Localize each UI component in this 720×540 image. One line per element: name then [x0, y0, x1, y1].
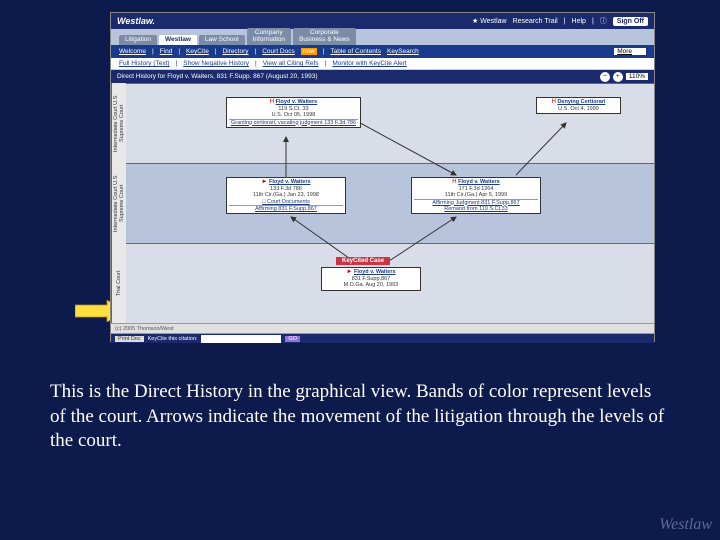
linkbar: Full History (Text)| Show Negative Histo…: [111, 58, 654, 70]
title-row: Direct History for Floyd v. Waiters, 831…: [111, 70, 654, 83]
keycited-label: KeyCited Case: [336, 257, 390, 265]
tab-company[interactable]: Company Information: [247, 28, 292, 45]
flag-icon: ►: [261, 179, 267, 185]
link-citing[interactable]: View all Citing Refs: [263, 60, 319, 67]
keycite-input[interactable]: [201, 335, 281, 343]
chart-area: Intermediate Court U.S. Supreme Court In…: [111, 83, 654, 323]
case-title: Denying Certiorari: [557, 99, 605, 105]
research-trail-link[interactable]: Research Trail: [513, 18, 558, 25]
keycite-label: KeyCite this citation:: [148, 336, 198, 342]
case-meta: M.D.Ga. Aug 20, 1993: [324, 282, 418, 288]
more-select[interactable]: More: [614, 48, 646, 55]
case-title: Floyd v. Waiters: [354, 269, 396, 275]
case-extra2: Remand from 119 S.Ct.33: [414, 206, 538, 212]
flag-icon: H: [552, 99, 556, 105]
subnav-directory[interactable]: Directory: [223, 48, 249, 55]
zoom-out-button[interactable]: −: [600, 72, 610, 82]
case-extra1: Affirming Judgment 831 F.Supp.867: [414, 199, 538, 206]
subnav-courtdocs[interactable]: Court Docs: [262, 48, 295, 55]
footer-keycite: Print Doc KeyCite this citation: GO: [111, 333, 654, 343]
tab-lawschool[interactable]: Law School: [199, 35, 245, 46]
case-inter-1998[interactable]: ► Floyd v. Waiters 133 F.3d 786 11th Cir…: [226, 177, 346, 214]
link-alert[interactable]: Monitor with KeyCite Alert: [332, 60, 406, 67]
flag-icon: H: [270, 99, 274, 105]
slide-caption: This is the Direct History in the graphi…: [50, 380, 670, 454]
case-supreme-grant[interactable]: H Floyd v. Waiters 119 S.Ct. 33 U.S. Oct…: [226, 97, 361, 128]
tab-westlaw[interactable]: Westlaw: [159, 35, 197, 46]
print-doc-link[interactable]: Print Doc: [115, 336, 144, 342]
zoom-controls: − + 110%: [600, 72, 648, 82]
subnav-toc[interactable]: Table of Contents: [330, 48, 381, 55]
link-negative[interactable]: Show Negative History: [183, 60, 249, 67]
subnav-keycite[interactable]: KeyCite: [186, 48, 209, 55]
westlaw-window: Westlaw. ★ Westlaw Research Trail| Help|…: [110, 12, 655, 342]
subnav-find[interactable]: Find: [160, 48, 173, 55]
case-title: Floyd v. Waiters: [458, 179, 500, 185]
case-supreme-deny[interactable]: H Denying Certiorari U.S. Oct 4, 1999: [536, 97, 621, 114]
footer-copyright: (c) 2005 Thomson/West: [111, 323, 654, 333]
tabs-row: Litigation Westlaw Law School Company In…: [111, 29, 654, 45]
case-trial[interactable]: ► Floyd v. Waiters 831 F.Supp.867 M.D.Ga…: [321, 267, 421, 291]
sign-off-button[interactable]: Sign Off: [613, 17, 648, 26]
header-right: ★ Westlaw Research Trail| Help| ⓘ Sign O…: [472, 16, 648, 26]
flag-icon: ►: [346, 269, 352, 275]
subnav: Welcome| Find| KeyCite| Directory| Court…: [111, 45, 654, 58]
logo: Westlaw.: [117, 16, 155, 26]
keycite-go-button[interactable]: GO: [285, 336, 300, 342]
case-inter-1999[interactable]: H Floyd v. Waiters 171 F.3d 1264 11th Ci…: [411, 177, 541, 214]
case-extra: Affirming 831 F.Supp.867: [229, 205, 343, 212]
band-intermediate: [126, 163, 654, 243]
tab-corporate[interactable]: Corporate Business & News: [293, 28, 356, 45]
side-label-inter: Intermediate Court U.S. Supreme Court: [111, 163, 126, 243]
page-title: Direct History for Floyd v. Waiters, 831…: [117, 73, 318, 80]
case-title: Floyd v. Waiters: [276, 99, 318, 105]
corner-logo: Westlaw: [659, 516, 712, 534]
info-icon[interactable]: ⓘ: [600, 16, 607, 26]
header-bar: Westlaw. ★ Westlaw Research Trail| Help|…: [111, 13, 654, 29]
tab-litigation[interactable]: Litigation: [119, 35, 157, 46]
case-extra: Granting certiorari, vacating judgment 1…: [229, 119, 358, 126]
side-label-trial: Trial Court: [111, 243, 126, 323]
header-brand: ★ Westlaw: [472, 17, 507, 25]
help-link[interactable]: Help: [572, 18, 586, 25]
new-badge: new: [301, 48, 317, 55]
zoom-pct: 110%: [626, 73, 648, 80]
zoom-in-button[interactable]: +: [613, 72, 623, 82]
flag-icon: H: [452, 179, 456, 185]
band-supreme: [126, 83, 654, 163]
case-meta: U.S. Oct 4, 1999: [539, 106, 618, 112]
subnav-welcome[interactable]: Welcome: [119, 48, 146, 55]
copyright-text: (c) 2005 Thomson/West: [115, 326, 174, 332]
side-label-supreme: Intermediate Court U.S. Supreme Court: [111, 83, 126, 163]
link-fullhistory[interactable]: Full History (Text): [119, 60, 170, 67]
case-title: Floyd v. Waiters: [269, 179, 311, 185]
subnav-keysearch[interactable]: KeySearch: [387, 48, 419, 55]
